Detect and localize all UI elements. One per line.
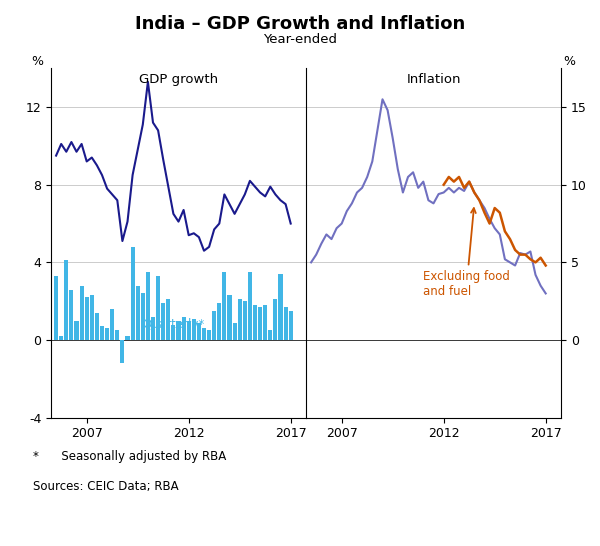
Bar — [121, 340, 124, 363]
Bar — [100, 327, 104, 340]
Text: %: % — [31, 55, 43, 68]
Bar — [125, 336, 130, 340]
Bar — [54, 276, 58, 340]
Bar — [59, 336, 63, 340]
Text: Excluding food
and fuel: Excluding food and fuel — [423, 208, 510, 298]
Bar — [243, 301, 247, 340]
Bar — [289, 311, 293, 340]
Bar — [131, 247, 134, 340]
Bar — [274, 299, 277, 340]
Bar — [263, 305, 267, 340]
Bar — [268, 330, 272, 340]
Bar — [248, 272, 252, 340]
Bar — [207, 330, 211, 340]
Bar — [227, 295, 232, 340]
Text: %: % — [563, 55, 575, 68]
Bar — [110, 309, 114, 340]
Bar — [136, 286, 140, 340]
Bar — [95, 313, 99, 340]
Bar — [202, 328, 206, 340]
Text: India – GDP Growth and Inflation: India – GDP Growth and Inflation — [135, 15, 465, 33]
Bar — [223, 272, 226, 340]
Bar — [182, 317, 185, 340]
Bar — [80, 286, 83, 340]
Bar — [192, 319, 196, 340]
Bar — [212, 311, 216, 340]
Bar — [105, 328, 109, 340]
Bar — [233, 323, 236, 340]
Bar — [70, 289, 73, 340]
Bar — [85, 298, 89, 340]
Text: Quarterly*: Quarterly* — [142, 318, 205, 331]
Text: GDP growth: GDP growth — [139, 74, 218, 86]
Text: Sources: CEIC Data; RBA: Sources: CEIC Data; RBA — [33, 480, 179, 494]
Text: *      Seasonally adjusted by RBA: * Seasonally adjusted by RBA — [33, 450, 226, 464]
Bar — [172, 324, 175, 340]
Text: Inflation: Inflation — [406, 74, 461, 86]
Bar — [64, 260, 68, 340]
Bar — [161, 303, 165, 340]
Bar — [151, 317, 155, 340]
Bar — [166, 299, 170, 340]
Bar — [284, 307, 287, 340]
Bar — [278, 274, 283, 340]
Bar — [141, 293, 145, 340]
Bar — [90, 295, 94, 340]
Bar — [217, 303, 221, 340]
Bar — [146, 272, 150, 340]
Bar — [197, 323, 201, 340]
Bar — [258, 307, 262, 340]
Bar — [187, 321, 191, 340]
Bar — [253, 305, 257, 340]
Bar — [238, 299, 242, 340]
Bar — [115, 330, 119, 340]
Bar — [176, 321, 181, 340]
Text: Year-ended: Year-ended — [263, 33, 337, 46]
Bar — [156, 276, 160, 340]
Bar — [74, 321, 79, 340]
